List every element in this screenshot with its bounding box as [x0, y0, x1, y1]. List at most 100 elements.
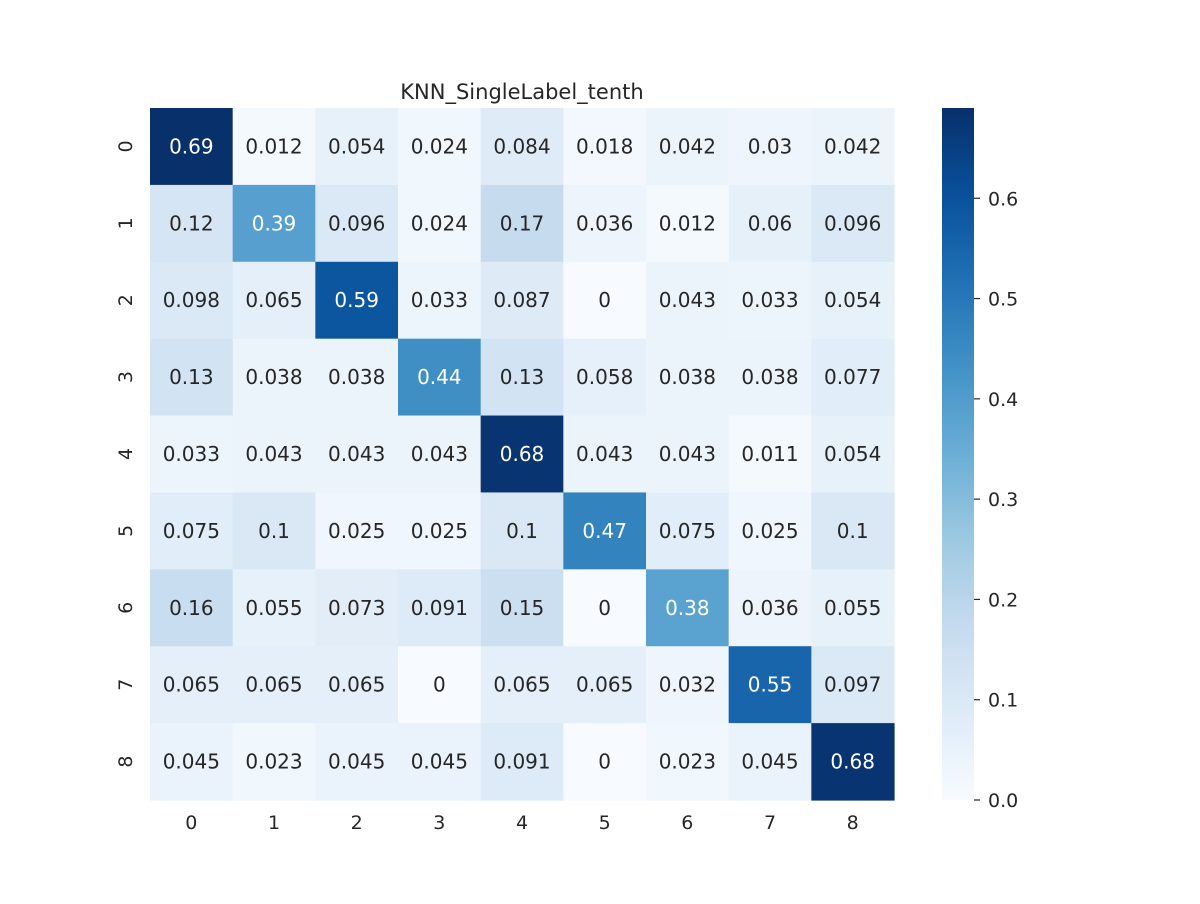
cell-value-label: 0.054 — [824, 442, 881, 466]
y-tick-label: 5 — [115, 525, 137, 537]
heatmap-cell — [150, 492, 234, 570]
heatmap-cell-labels: 0.69 0.012 0.054 0.024 0.084 0.018 0.042 0.03 0.… — [163, 134, 882, 773]
cell-value-label: 0.38 — [665, 596, 710, 620]
heatmap-cell — [315, 415, 399, 494]
cell-value-label: 0.06 — [748, 211, 793, 235]
cell-value-label: 0.042 — [659, 134, 716, 158]
cell-value-label: 0.13 — [500, 365, 545, 389]
y-tick-label: 0 — [115, 140, 137, 152]
y-tick-label: 1 — [115, 217, 137, 229]
x-axis-ticks: 0 1 2 3 4 5 6 7 8 — [185, 812, 858, 834]
heatmap-cell — [480, 415, 564, 494]
heatmap-cell — [811, 415, 895, 494]
cell-value-label: 0.024 — [411, 134, 468, 158]
heatmap-cell — [480, 646, 564, 724]
cell-value-label: 0.68 — [500, 442, 545, 466]
cell-value-label: 0.043 — [328, 442, 385, 466]
cell-value-label: 0.038 — [741, 365, 798, 389]
cell-value-label: 0.038 — [328, 365, 385, 389]
heatmap-cell — [563, 723, 647, 801]
cell-value-label: 0.098 — [163, 288, 220, 312]
heatmap-cell — [646, 569, 730, 647]
x-tick-label: 5 — [599, 812, 611, 834]
cell-value-label: 0.68 — [830, 750, 875, 774]
heatmap-cell — [480, 261, 564, 340]
cell-value-label: 0.1 — [506, 519, 538, 543]
cell-value-label: 0.073 — [328, 596, 385, 620]
heatmap-cell — [232, 338, 316, 417]
heatmap-cell — [150, 108, 234, 186]
cell-value-label: 0.025 — [741, 519, 798, 543]
heatmap-cell — [398, 492, 482, 570]
cell-value-label: 0 — [598, 596, 611, 620]
heatmap-cell — [398, 338, 482, 417]
cell-value-label: 0.091 — [493, 750, 550, 774]
colorbar-tick-label: 0.5 — [988, 289, 1018, 311]
cell-value-label: 0.036 — [576, 211, 633, 235]
heatmap-cell — [563, 569, 647, 647]
cell-value-label: 0.065 — [163, 673, 220, 697]
heatmap-cell — [563, 184, 647, 263]
heatmap-cell — [811, 338, 895, 417]
cell-value-label: 0.043 — [411, 442, 468, 466]
heatmap-cell — [150, 646, 234, 724]
heatmap-cell — [480, 338, 564, 417]
heatmap-cell — [398, 646, 482, 724]
cell-value-label: 0.1 — [837, 519, 869, 543]
cell-value-label: 0.045 — [163, 750, 220, 774]
heatmap-cell — [646, 492, 730, 570]
heatmap-cell — [563, 646, 647, 724]
heatmap-cell — [315, 338, 399, 417]
heatmap-cell — [811, 184, 895, 263]
cell-value-label: 0.096 — [824, 211, 881, 235]
heatmap-cell — [563, 108, 647, 186]
heatmap-cell — [398, 108, 482, 186]
heatmap-cell — [646, 261, 730, 340]
heatmap-cell — [150, 723, 234, 801]
heatmap-cell — [646, 723, 730, 801]
heatmap-cell — [811, 646, 895, 724]
y-tick-label: 7 — [115, 679, 137, 691]
chart-title: KNN_SingleLabel_tenth — [400, 80, 643, 105]
cell-value-label: 0.13 — [169, 365, 214, 389]
cell-value-label: 0.043 — [576, 442, 633, 466]
heatmap-cell — [728, 184, 812, 263]
cell-value-label: 0.045 — [741, 750, 798, 774]
cell-value-label: 0.023 — [245, 750, 302, 774]
cell-value-label: 0.096 — [328, 211, 385, 235]
y-tick-label: 2 — [115, 294, 137, 306]
cell-value-label: 0.47 — [582, 519, 627, 543]
colorbar-tick-label: 0.2 — [988, 589, 1018, 611]
cell-value-label: 0.59 — [334, 288, 379, 312]
cell-value-label: 0.055 — [824, 596, 881, 620]
heatmap-cell — [811, 723, 895, 801]
heatmap-cell — [150, 569, 234, 647]
y-axis-ticks: 0 1 2 3 4 5 6 7 8 — [115, 140, 137, 767]
cell-value-label: 0 — [433, 673, 446, 697]
heatmap-cell — [315, 492, 399, 570]
colorbar-tick-label: 0.6 — [988, 188, 1018, 210]
heatmap-cell — [646, 415, 730, 494]
cell-value-label: 0.018 — [576, 134, 633, 158]
x-tick-label: 7 — [764, 812, 776, 834]
heatmap-cell — [398, 723, 482, 801]
heatmap-cell — [398, 569, 482, 647]
heatmap-cell — [646, 338, 730, 417]
cell-value-label: 0.075 — [659, 519, 716, 543]
heatmap-cell — [728, 646, 812, 724]
y-tick-label: 3 — [115, 371, 137, 383]
heatmap-cell — [480, 569, 564, 647]
cell-value-label: 0.065 — [576, 673, 633, 697]
heatmap-cell — [646, 184, 730, 263]
cell-value-label: 0.15 — [500, 596, 545, 620]
heatmap-cell — [398, 415, 482, 494]
x-tick-label: 2 — [351, 812, 363, 834]
heatmap-cell — [563, 338, 647, 417]
cell-value-label: 0.033 — [411, 288, 468, 312]
cell-value-label: 0.025 — [328, 519, 385, 543]
cell-value-label: 0.032 — [659, 673, 716, 697]
cell-value-label: 0.012 — [659, 211, 716, 235]
cell-value-label: 0.1 — [258, 519, 290, 543]
heatmap-cell — [232, 261, 316, 340]
